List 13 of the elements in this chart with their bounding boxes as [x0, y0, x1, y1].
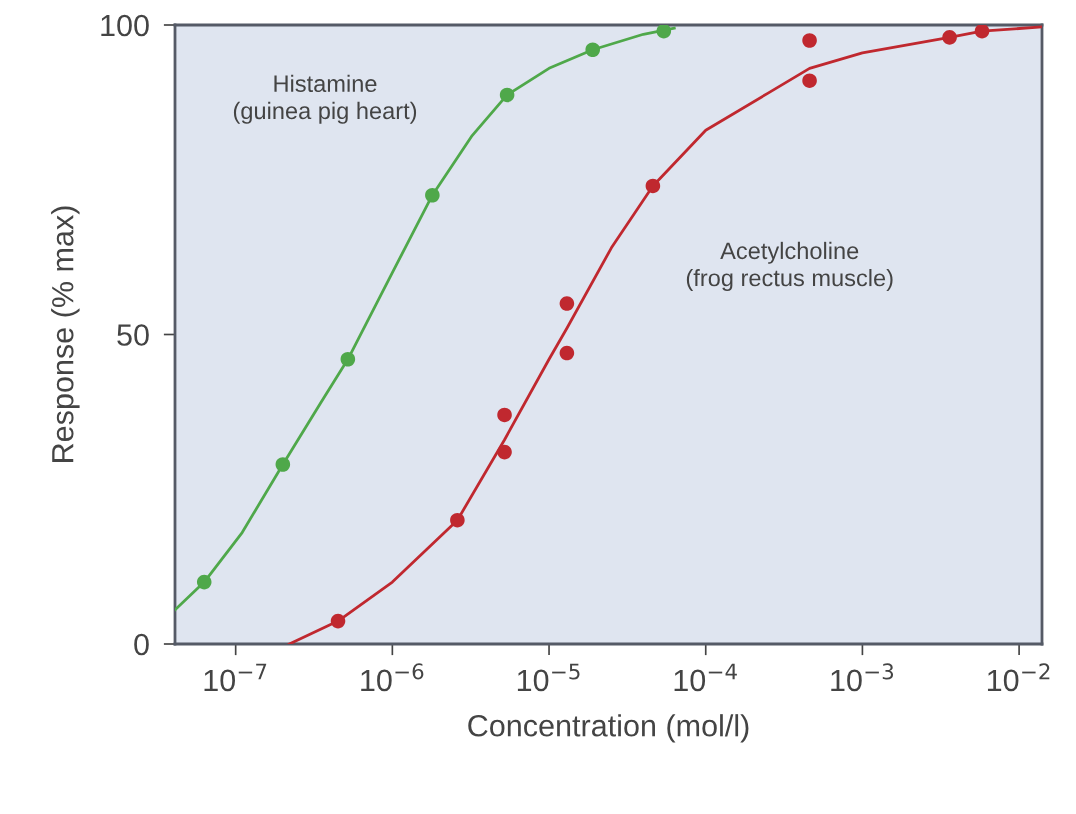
x-tick-label: 10$^{−7}$ [204, 663, 267, 692]
x-axis-title: Concentration (mol/l) [468, 714, 749, 743]
y-tick-label: 50 [117, 324, 149, 346]
x-tick-label: 10$^{−3}$ [831, 663, 894, 692]
x-tick-label: 10$^{−5}$ [517, 663, 580, 692]
y-tick-label: 0 [134, 633, 149, 656]
x-tick-label: 10$^{−4}$ [674, 663, 737, 692]
text: Histamine (guinea pig heart) [233, 74, 417, 124]
x-tick-label: 10$^{−2}$ [987, 663, 1050, 692]
text: Acetylcholine (frog rectus muscle) [686, 241, 893, 291]
y-axis-title: Response (% max) [51, 206, 80, 462]
x-tick-label: 10$^{−6}$ [361, 663, 424, 692]
y-tick-label: 100 [101, 14, 149, 37]
